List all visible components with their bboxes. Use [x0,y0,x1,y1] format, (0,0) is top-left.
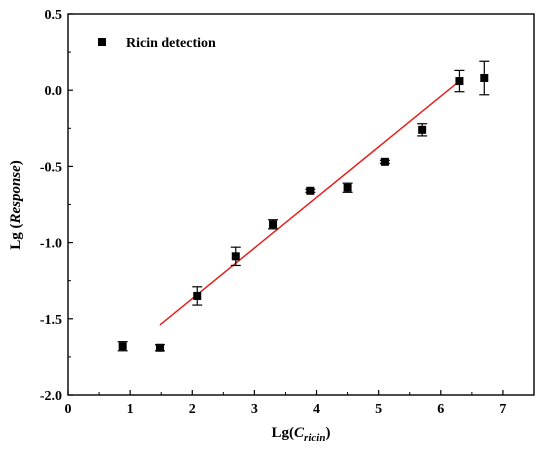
y-tick-label: -1.0 [40,237,62,252]
x-tick-label: 6 [437,402,444,417]
data-point [455,77,464,86]
data-point [193,291,202,300]
data-point [269,220,278,229]
data-point [231,252,240,261]
x-axis-title: Lg(Cricin) [272,425,331,444]
data-point [306,186,315,195]
data-point [480,74,489,83]
x-tick-label: 1 [127,402,134,417]
y-axis-title: Lg (Response) [8,160,24,250]
x-tick-label: 2 [189,402,196,417]
x-tick-label: 7 [499,402,506,417]
x-tick-label: 0 [65,402,72,417]
data-point [418,125,427,134]
y-tick-label: 0.5 [45,8,63,23]
y-tick-label: -2.0 [40,389,62,404]
y-tick-label: -0.5 [40,160,62,175]
plot-frame [67,13,535,396]
x-tick-label: 4 [313,402,320,417]
linear-fit-line [159,80,460,326]
legend-marker [98,38,106,46]
legend: Ricin detection [98,36,216,51]
y-tick-label: 0.0 [45,84,63,99]
legend-label: Ricin detection [126,36,216,51]
y-tick-label: -1.5 [40,313,62,328]
data-point [343,183,352,192]
x-tick-label: 5 [375,402,382,417]
x-tick-label: 3 [251,402,258,417]
data-point [118,342,127,351]
data-point [380,157,389,166]
data-point [155,343,164,352]
